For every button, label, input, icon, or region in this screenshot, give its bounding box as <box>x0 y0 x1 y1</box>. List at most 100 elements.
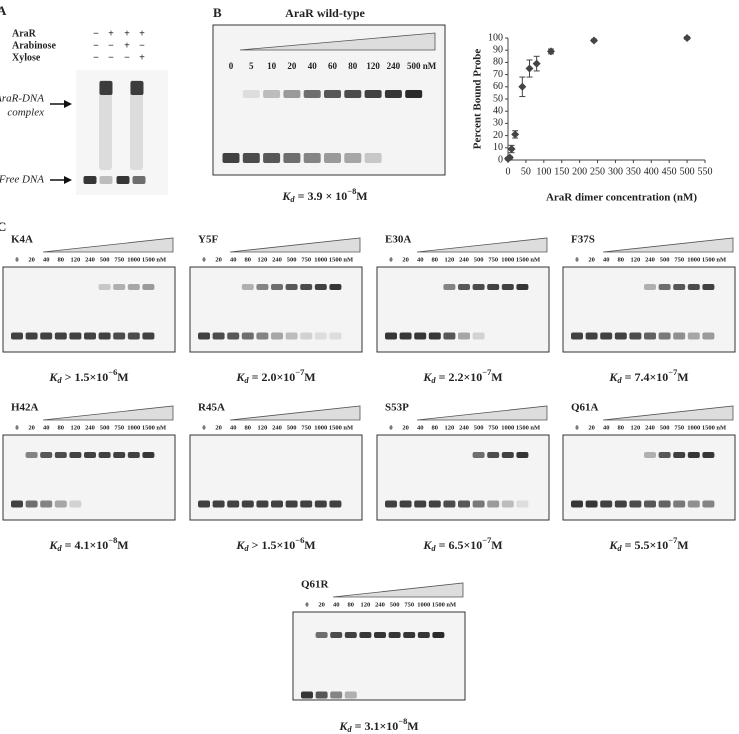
lane-label: 500 <box>100 256 110 263</box>
gel-band <box>414 332 427 340</box>
lane-label: 20 <box>588 256 595 263</box>
kd-unit: M <box>304 370 315 384</box>
y-tick-label: 70 <box>493 69 503 80</box>
kd-subscript: d <box>431 376 436 385</box>
lane-label: 240 <box>645 424 655 431</box>
gel-band <box>374 632 386 638</box>
band-label: Free DNA <box>0 174 44 186</box>
lane-label: 1000 <box>314 424 327 431</box>
kd-subscript: d <box>57 376 62 385</box>
mutant-name: H42A <box>11 402 39 414</box>
band-label: complex <box>7 107 44 119</box>
lane-label: 120 <box>258 424 268 431</box>
gel-band <box>673 284 686 290</box>
x-tick-label: 350 <box>626 166 641 177</box>
gel-band <box>241 284 254 290</box>
lane-label: 500 <box>100 424 110 431</box>
gel-band <box>84 452 96 458</box>
gel-band <box>516 284 529 290</box>
x-tick-label: 150 <box>554 166 569 177</box>
y-axis-label: Percent Bound Probe <box>472 49 484 150</box>
wedge <box>416 405 548 421</box>
unit-label: nM <box>530 424 540 431</box>
gel-band <box>256 500 269 508</box>
lane-label: 40 <box>308 61 318 71</box>
row-label: AraR <box>12 28 37 39</box>
lane-label: 1000 <box>501 424 514 431</box>
gel-band <box>256 332 269 340</box>
y-tick-label: 30 <box>493 118 503 129</box>
gel-band <box>283 153 301 163</box>
gel-band <box>329 332 342 340</box>
lane-label: 5 <box>249 61 254 71</box>
lane-label: 80 <box>245 424 252 431</box>
data-point <box>511 130 520 139</box>
kd-value: Kd = 2.2×10−7M <box>422 368 502 385</box>
gel-band <box>98 284 111 290</box>
row-label: Xylose <box>12 52 41 63</box>
lane-label: 80 <box>58 256 65 263</box>
gel-band <box>364 90 382 98</box>
lane-label: 500 <box>407 61 421 71</box>
lane-label: 1000 <box>687 424 700 431</box>
kd-text: = 5.5×10 <box>622 538 669 552</box>
gel-band <box>54 332 67 340</box>
lane-label: 1000 <box>314 256 327 263</box>
kd-text: = 2.0×10 <box>249 370 296 384</box>
kd-value: Kd = 6.5×10−7M <box>422 536 502 553</box>
x-tick-label: 250 <box>590 166 605 177</box>
gel-band <box>428 332 441 340</box>
wedge <box>239 32 436 51</box>
gel-band <box>501 452 514 458</box>
lane-label: 0 <box>305 601 308 608</box>
lane-label: 240 <box>645 256 655 263</box>
lane-label: 20 <box>318 601 325 608</box>
kd-symbol: K <box>338 719 348 733</box>
data-point <box>532 59 541 68</box>
kd-subscript: d <box>290 195 295 204</box>
gel-band <box>364 153 382 163</box>
gel-band <box>687 500 700 508</box>
lane-label: 20 <box>28 256 35 263</box>
gel-band <box>198 332 210 340</box>
kd-exponent: −8 <box>108 536 117 545</box>
lane-label: 1000 <box>417 601 430 608</box>
gel-band <box>314 332 327 340</box>
gel-band <box>658 452 671 458</box>
gel-band <box>113 284 126 290</box>
gel-band <box>113 332 126 340</box>
lane-label: 750 <box>301 424 311 431</box>
gel-band <box>458 332 470 340</box>
wedge <box>229 237 361 253</box>
gel-band <box>487 284 500 290</box>
gel-band <box>516 452 529 458</box>
kd-subscript: d <box>244 376 249 385</box>
lane-label: 40 <box>43 256 50 263</box>
x-tick-label: 0 <box>506 166 511 177</box>
gel-band <box>644 332 656 340</box>
gel-band <box>69 500 82 508</box>
lane-label: 0 <box>389 256 392 263</box>
gel-title: AraR wild-type <box>285 6 365 20</box>
lane-label: 240 <box>85 424 95 431</box>
mutant-name: Q61A <box>571 402 599 414</box>
gel-band <box>84 332 96 340</box>
kd-text: > 1.5×10 <box>249 538 296 552</box>
kd-symbol: K <box>235 370 245 384</box>
gel-band <box>315 632 328 638</box>
wedge <box>602 405 734 421</box>
gel-band <box>403 632 416 638</box>
lane-label: 40 <box>417 256 424 263</box>
kd-text: = 6.5×10 <box>436 538 483 552</box>
gel-band <box>11 332 23 340</box>
sign: − <box>108 40 114 51</box>
kd-text: = 4.1×10 <box>62 538 109 552</box>
kd-value: Kd > 1.5×10−6M <box>48 368 128 385</box>
unit-label: nM <box>343 424 353 431</box>
lane-label: 750 <box>301 256 311 263</box>
lane-label: 40 <box>230 424 237 431</box>
kd-exponent: −7 <box>668 536 677 545</box>
gel-band <box>113 452 126 458</box>
x-tick-label: 450 <box>662 166 677 177</box>
mutant-name: E30A <box>385 234 411 246</box>
